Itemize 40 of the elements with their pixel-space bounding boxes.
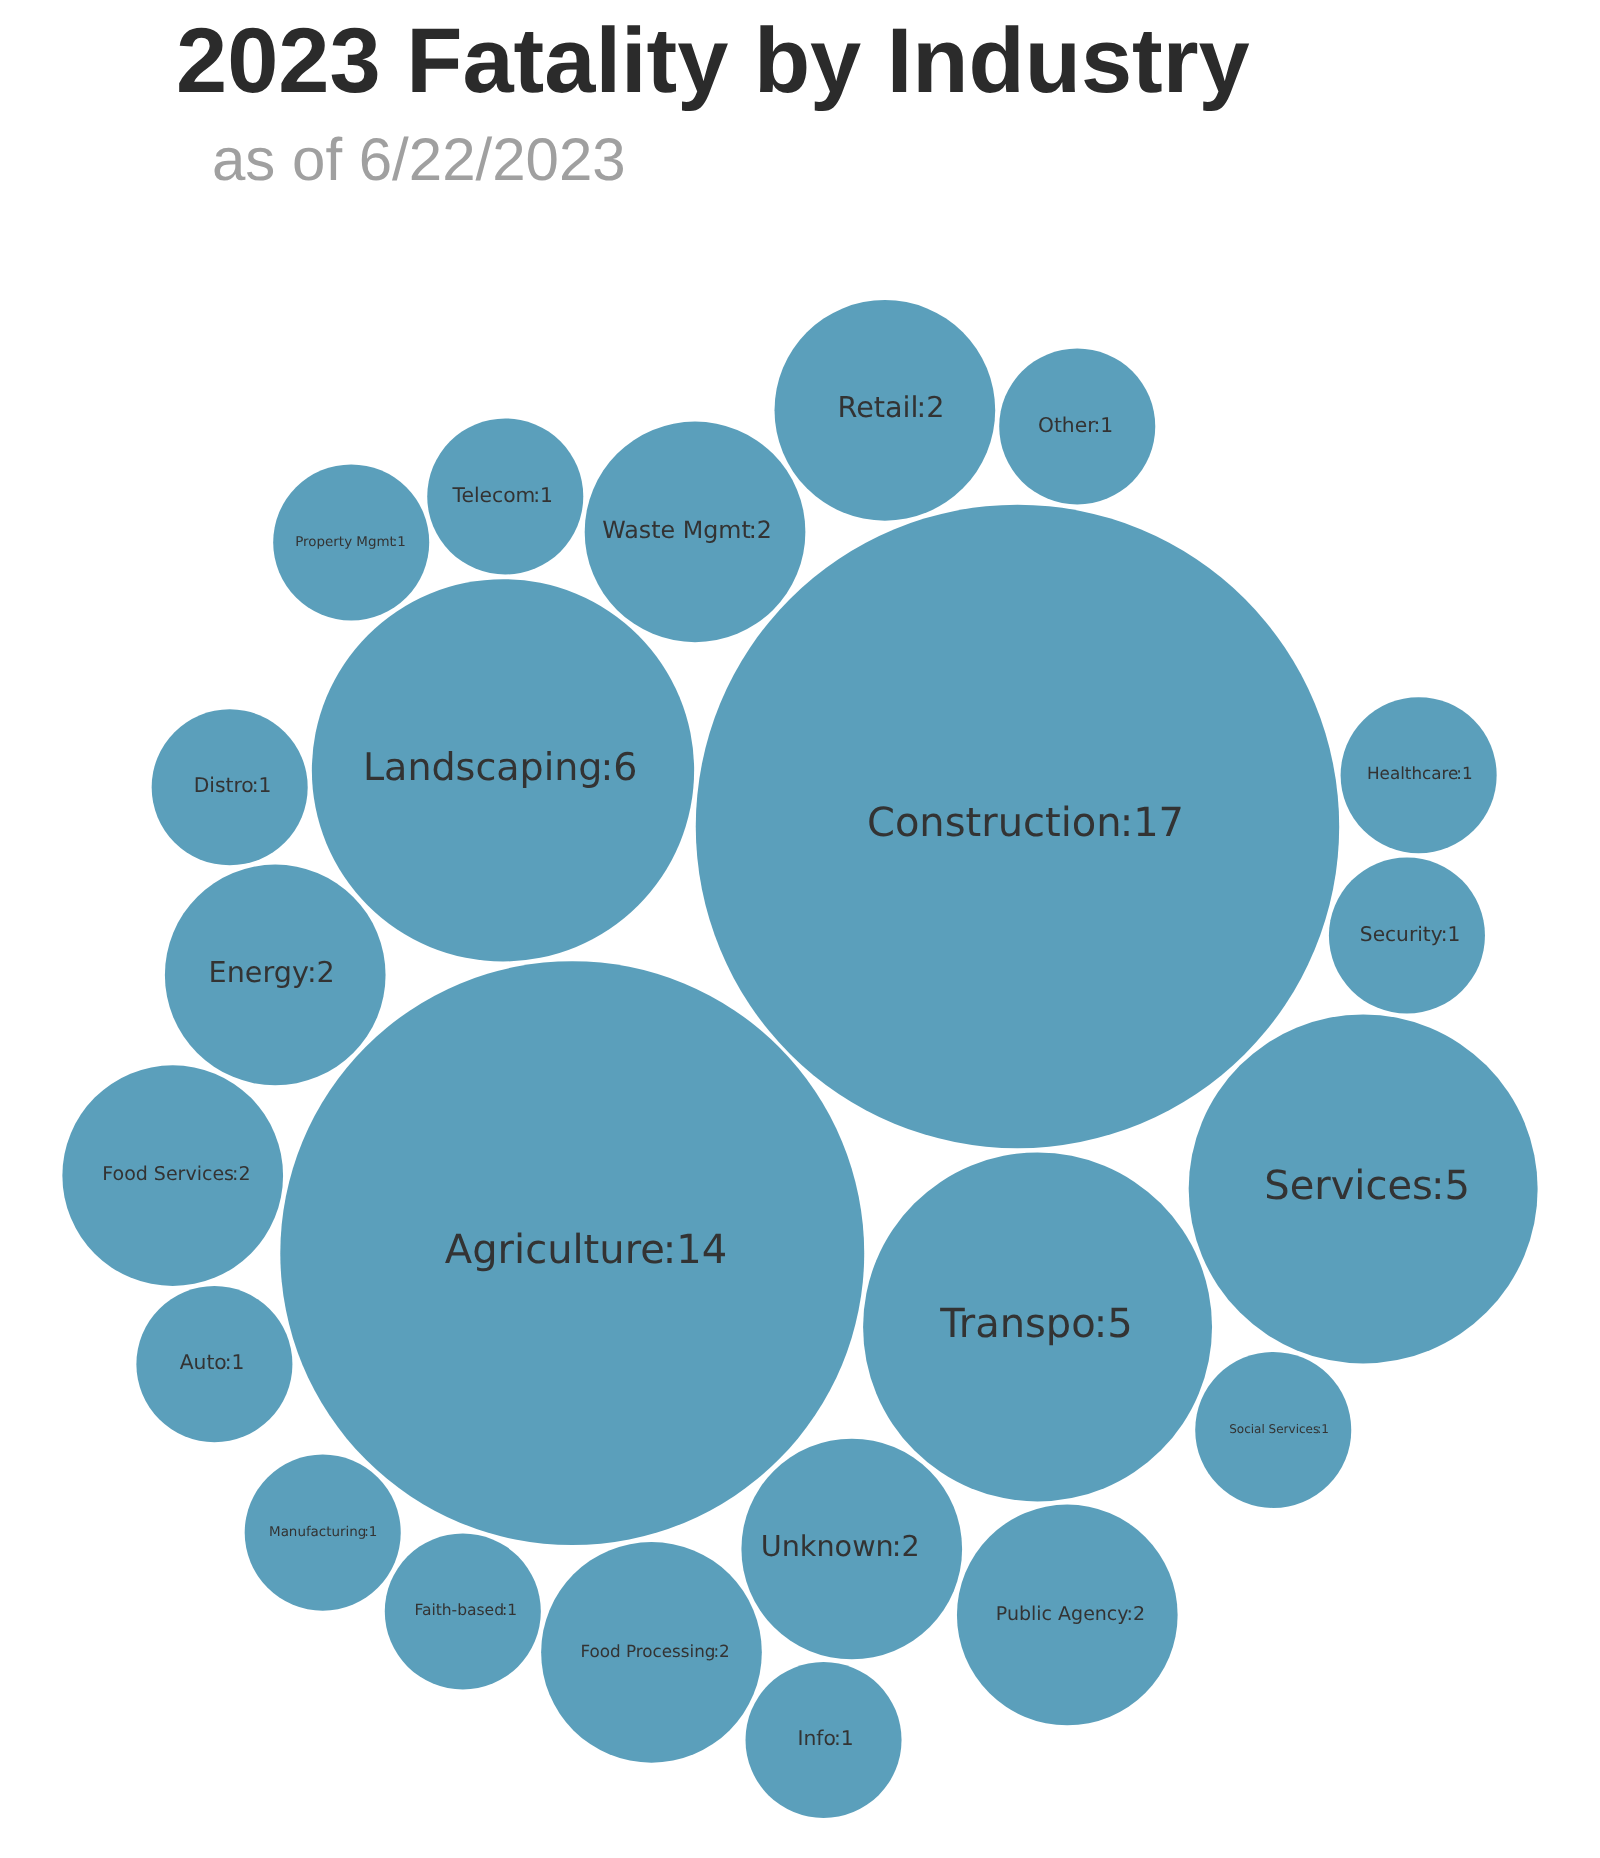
category-label: Services [1264, 1160, 1433, 1209]
category-label: Auto [179, 1353, 227, 1376]
data-label: :14 [662, 1225, 728, 1274]
category-label: Security [1359, 924, 1443, 947]
category-label: Telecom [450, 485, 536, 508]
data-label: :1 [251, 776, 272, 799]
data-label: :2 [891, 1532, 920, 1565]
category-label: Transpo [938, 1298, 1096, 1347]
text: 2023 Fatality by Industry [176, 8, 1251, 113]
category-label: Other [1037, 415, 1098, 438]
data-label: :17 [1119, 798, 1185, 847]
data-label: :2 [916, 393, 945, 426]
data-label: :1 [224, 1353, 245, 1376]
category-label: Food Processing [580, 1640, 716, 1661]
data-label: :2 [306, 958, 335, 991]
category-label: Retail [837, 393, 919, 426]
category-label: Waste Mgmt [602, 515, 752, 544]
data-label: :1 [1093, 415, 1114, 438]
data-label: :1 [833, 1729, 854, 1752]
data-label: :5 [1430, 1160, 1470, 1209]
category-label: Info [797, 1729, 836, 1752]
category-label: Energy [208, 958, 310, 991]
category-label: Distro [193, 776, 254, 799]
data-label: :2 [748, 515, 772, 544]
category-label: Landscaping [362, 745, 603, 790]
data-label: :1 [533, 485, 553, 508]
category-label: Public Agency [995, 1603, 1130, 1626]
category-label: Healthcare [1367, 763, 1459, 784]
data-label: :2 [232, 1164, 251, 1187]
category-label: Construction [866, 798, 1122, 847]
text: as of 6/22/2023 [212, 128, 626, 194]
data-label: :6 [600, 745, 638, 790]
data-label: :1 [1440, 924, 1461, 947]
data-label: :1 [1456, 763, 1473, 784]
category-label: Food Services [102, 1164, 235, 1187]
data-label: :2 [1126, 1603, 1146, 1626]
data-label: :5 [1093, 1298, 1133, 1347]
category-label: Unknown [760, 1532, 894, 1565]
data-label: :2 [713, 1640, 730, 1661]
category-label: Agriculture [444, 1225, 665, 1274]
